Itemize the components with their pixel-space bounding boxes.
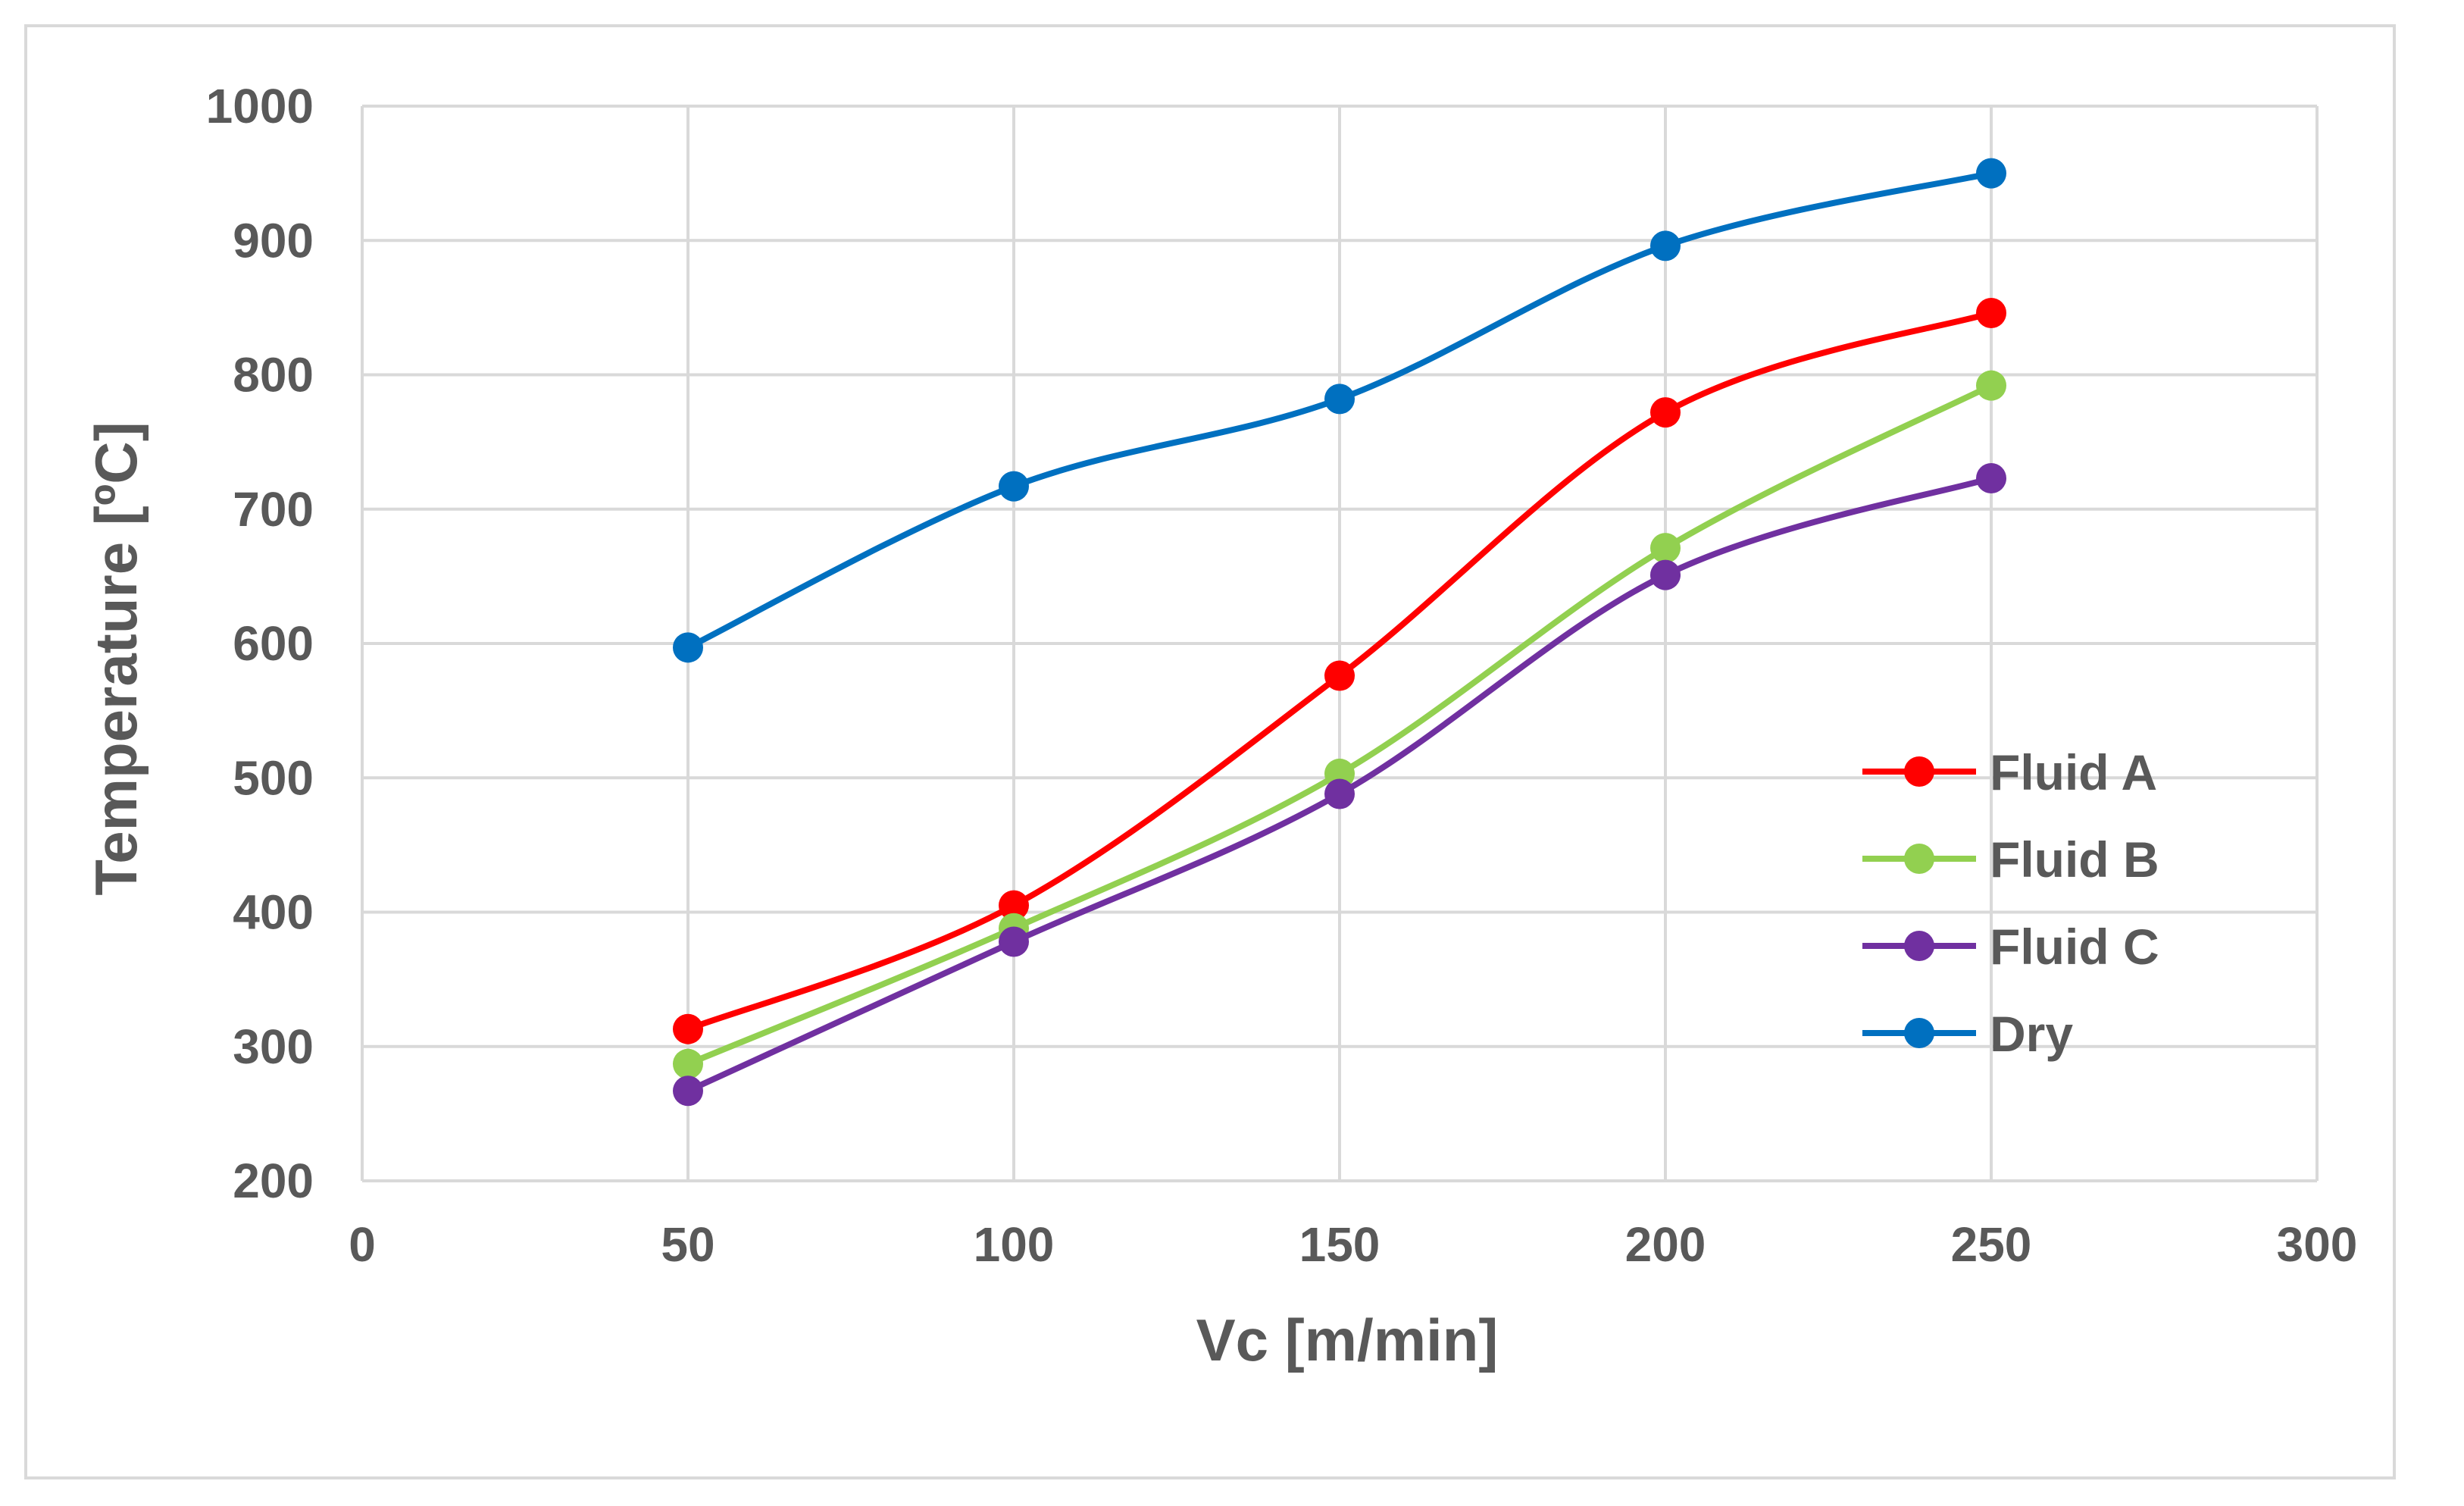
series-fluid-a bbox=[673, 297, 2006, 1044]
data-point bbox=[1976, 370, 2006, 401]
legend-entry: Dry bbox=[1862, 1006, 2073, 1062]
x-tick-label: 150 bbox=[1299, 1217, 1381, 1272]
x-tick-label: 300 bbox=[2277, 1217, 2358, 1272]
y-tick-label: 600 bbox=[233, 616, 314, 671]
legend-label: Fluid B bbox=[1990, 831, 2159, 888]
y-axis-title: Temperature [ºC] bbox=[83, 421, 149, 895]
data-point bbox=[1976, 158, 2006, 189]
data-point bbox=[673, 1013, 703, 1044]
y-tick-label: 500 bbox=[233, 750, 314, 805]
data-point bbox=[999, 890, 1029, 921]
tick-labels: 200 300 400 500 600 700 800 900 1000 0 50 100 150 200… bbox=[206, 79, 2358, 1272]
series-fluid-c bbox=[673, 462, 2006, 1107]
data-point bbox=[1976, 462, 2006, 493]
x-tick-label: 250 bbox=[1951, 1217, 2032, 1272]
x-tick-label: 50 bbox=[661, 1217, 714, 1272]
x-tick-label: 200 bbox=[1625, 1217, 1706, 1272]
legend-label: Fluid A bbox=[1990, 744, 2157, 800]
legend-swatch-marker bbox=[1904, 756, 1934, 787]
y-tick-label: 200 bbox=[233, 1154, 314, 1208]
y-tick-label: 900 bbox=[233, 213, 314, 268]
data-point bbox=[673, 632, 703, 663]
data-point bbox=[1650, 559, 1681, 590]
chart-frame bbox=[24, 24, 2396, 1479]
data-point bbox=[1650, 230, 1681, 261]
y-tick-label: 400 bbox=[233, 885, 314, 940]
series-dry bbox=[673, 158, 2006, 663]
legend-entry: Fluid B bbox=[1862, 831, 2159, 888]
y-tick-label: 1000 bbox=[206, 79, 314, 133]
series-layer bbox=[673, 158, 2006, 1107]
legend-entry: Fluid C bbox=[1862, 919, 2159, 975]
legend-swatch-marker bbox=[1904, 1018, 1934, 1048]
data-point bbox=[1324, 384, 1355, 415]
x-axis-title: Vc [m/min] bbox=[1196, 1307, 1499, 1373]
data-point bbox=[1324, 660, 1355, 691]
y-tick-label: 800 bbox=[233, 348, 314, 402]
legend-entry: Fluid A bbox=[1862, 744, 2157, 800]
y-tick-label: 300 bbox=[233, 1019, 314, 1074]
legend-swatch-marker bbox=[1904, 844, 1934, 874]
data-point bbox=[673, 1075, 703, 1107]
data-point bbox=[1650, 533, 1681, 564]
x-tick-label: 100 bbox=[974, 1217, 1055, 1272]
data-point bbox=[1976, 297, 2006, 328]
x-tick-label: 0 bbox=[349, 1217, 376, 1272]
data-point bbox=[1324, 778, 1355, 809]
legend-swatch-marker bbox=[1904, 931, 1934, 961]
legend: Fluid A Fluid B Fluid C Dry bbox=[1862, 744, 2159, 1062]
legend-label: Fluid C bbox=[1990, 919, 2159, 975]
legend-label: Dry bbox=[1990, 1006, 2073, 1062]
y-tick-label: 700 bbox=[233, 482, 314, 537]
data-point bbox=[673, 1048, 703, 1079]
data-point bbox=[1650, 397, 1681, 428]
data-point bbox=[999, 926, 1029, 957]
data-point bbox=[999, 471, 1029, 502]
